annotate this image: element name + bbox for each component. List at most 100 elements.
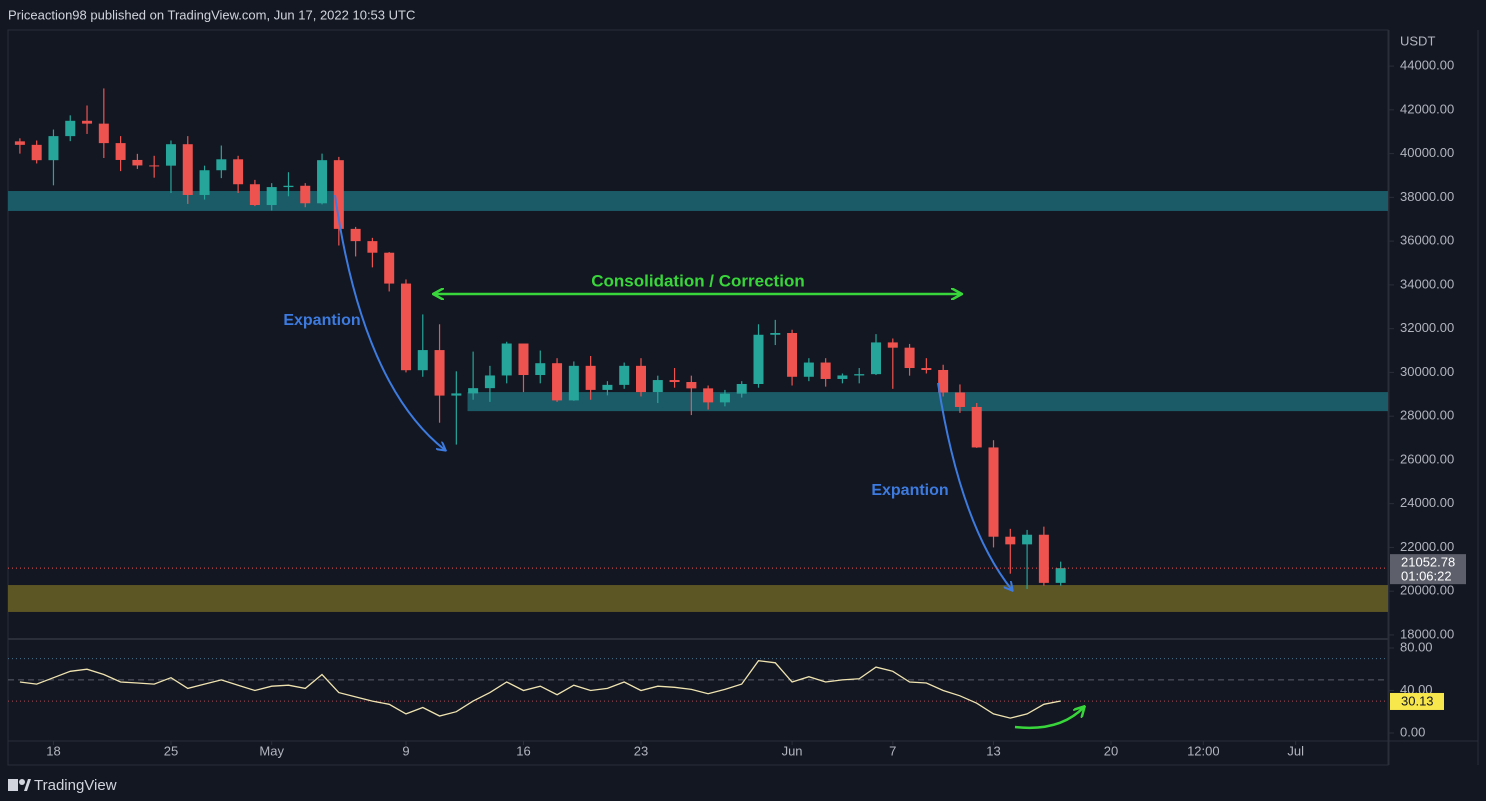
candle-body [48, 136, 59, 161]
candle-body [568, 365, 579, 401]
x-tick-label: 7 [889, 743, 896, 758]
candle-body [787, 333, 798, 377]
y-tick-label: 22000.00 [1400, 539, 1454, 554]
y-tick-label: 18000.00 [1400, 626, 1454, 641]
y-tick-label: 26000.00 [1400, 451, 1454, 466]
candle-body [434, 350, 445, 396]
x-tick-label: Jun [782, 743, 803, 758]
x-tick-label: Jul [1287, 743, 1304, 758]
candle-body [635, 365, 646, 393]
footer-brand: TradingView [34, 777, 117, 794]
y-tick-label: 24000.00 [1400, 495, 1454, 510]
candle-body [300, 185, 311, 204]
candle-body [216, 159, 227, 171]
countdown-label: 01:06:22 [1401, 569, 1452, 584]
footer-logo [8, 779, 31, 791]
candle-body [115, 143, 126, 160]
candle-body [1005, 536, 1016, 545]
candle-body [971, 406, 982, 448]
candle-body [199, 170, 210, 195]
expansion-arrow [937, 382, 1012, 590]
candle-body [518, 343, 529, 376]
candle-body [350, 228, 361, 242]
y-tick-label: 36000.00 [1400, 233, 1454, 248]
candle-body [904, 347, 915, 369]
candle-body [988, 447, 999, 537]
candle-body [283, 185, 294, 188]
annotation: Consolidation / Correction [591, 271, 804, 290]
candle-body [770, 333, 781, 335]
annotation: Expantion [871, 482, 948, 499]
candle-body [669, 380, 680, 383]
candle-body [65, 120, 76, 137]
candle-body [266, 187, 277, 206]
y-tick-label: 32000.00 [1400, 320, 1454, 335]
candle-body [585, 365, 596, 390]
candle-body [451, 393, 462, 396]
candle-body [837, 375, 848, 379]
x-tick-label: 12:00 [1187, 743, 1220, 758]
candle-body [854, 374, 865, 376]
candle-body [501, 343, 512, 376]
y-tick-label: 34000.00 [1400, 276, 1454, 291]
last-price-tag [1390, 554, 1466, 585]
rsi-line [19, 660, 1061, 719]
candle-body [736, 383, 747, 394]
candle-body [317, 160, 328, 204]
x-tick-label: 23 [634, 743, 648, 758]
zone [8, 191, 1388, 211]
candle-body [938, 369, 949, 393]
candle-body [753, 334, 764, 384]
x-tick-label: 9 [402, 743, 409, 758]
rsi-tag-label: 30.13 [1401, 693, 1434, 708]
candle-body [249, 184, 260, 206]
y-tick-label: 30000.00 [1400, 364, 1454, 379]
candle-body [703, 388, 714, 403]
candle-body [535, 363, 546, 376]
x-tick-label: 25 [164, 743, 178, 758]
x-tick-label: 20 [1104, 743, 1118, 758]
candle-body [417, 350, 428, 371]
candle-body [652, 380, 663, 393]
candle-body [98, 123, 109, 144]
y-tick-label: 40000.00 [1400, 145, 1454, 160]
zone [467, 392, 1388, 412]
rsi-arrow [1014, 707, 1084, 729]
candle-body [149, 165, 160, 167]
candle-body [367, 241, 378, 253]
candle-body [1022, 534, 1033, 545]
x-tick-label: 13 [986, 743, 1000, 758]
y-tick-label: 42000.00 [1400, 101, 1454, 116]
x-tick-label: 18 [46, 743, 60, 758]
annotation: Expantion [283, 312, 360, 329]
y-unit: USDT [1400, 33, 1435, 48]
x-tick-label: 16 [516, 743, 530, 758]
candle-body [921, 368, 932, 370]
candle-body [1038, 534, 1049, 583]
y-tick-label: 38000.00 [1400, 189, 1454, 204]
candle-body [484, 375, 495, 389]
candle-body [384, 252, 395, 284]
candle-body [400, 283, 411, 371]
candle-body [954, 392, 965, 407]
y-tick-label: 28000.00 [1400, 408, 1454, 423]
candle-body [233, 159, 244, 185]
y-tick-label: 80.00 [1400, 639, 1433, 654]
last-price-label: 21052.78 [1401, 555, 1455, 570]
y-tick-label: 0.00 [1400, 724, 1425, 739]
candle-body [686, 382, 697, 389]
y-tick-label: 44000.00 [1400, 58, 1454, 73]
expansion-arrow [334, 194, 445, 450]
candle-body [803, 362, 814, 377]
candle-body [1055, 568, 1066, 583]
candle-body [14, 141, 25, 145]
candle-body [333, 160, 344, 229]
candle-body [871, 342, 882, 375]
candle-body [719, 393, 730, 403]
candle-body [602, 384, 613, 390]
header-title: Priceaction98 published on TradingView.c… [8, 7, 415, 22]
candle-body [820, 362, 831, 379]
candle-body [619, 365, 630, 385]
